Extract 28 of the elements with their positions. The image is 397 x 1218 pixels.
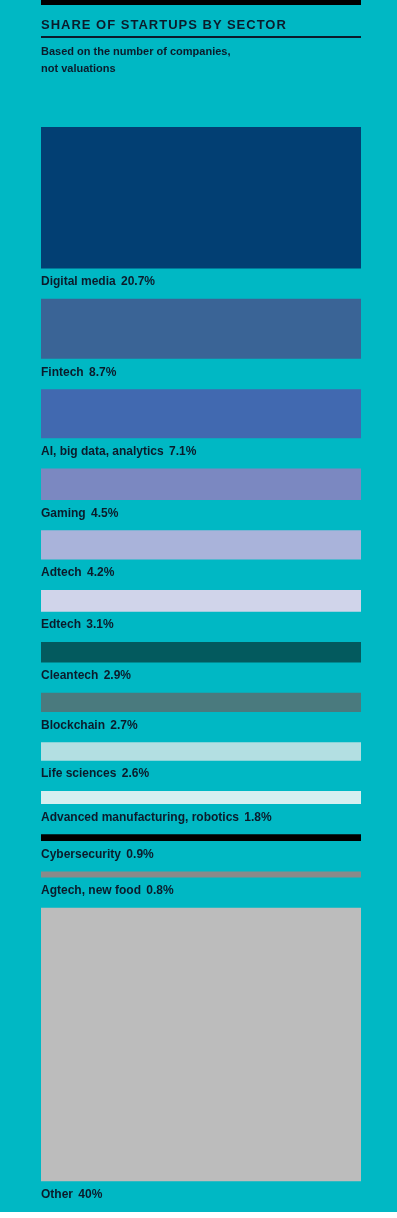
category-label: Blockchain	[41, 717, 106, 732]
category-label: Adtech	[41, 564, 82, 579]
data-label: 3.1%	[86, 616, 115, 631]
category-label: Digital media	[41, 273, 117, 288]
data-label: 0.9%	[126, 846, 155, 861]
text: Based on the number of companies, not valuations	[41, 43, 232, 76]
category-label: Cleantech	[41, 667, 99, 682]
data-label: 20.7%	[121, 273, 156, 288]
data-label: 2.9%	[103, 667, 132, 682]
category-label: Other	[41, 1186, 74, 1201]
data-label: 8.7%	[89, 364, 117, 379]
category-label: Cybersecurity	[41, 846, 122, 861]
data-label: 2.6%	[121, 765, 150, 780]
category-label: Gaming	[41, 505, 86, 520]
category-label: Fintech	[41, 364, 84, 379]
data-label: 7.1%	[169, 443, 197, 458]
category-label: Advanced manufacturing, robotics	[41, 809, 240, 824]
category-label: Life sciences	[41, 765, 117, 780]
category-label: Agtech, new food	[41, 882, 141, 897]
data-label: 1.8%	[244, 809, 273, 824]
data-label: 4.2%	[87, 564, 115, 579]
data-label: 2.7%	[110, 717, 139, 732]
data-label: 4.5%	[91, 505, 119, 520]
category-label: AI, big data, analytics	[41, 443, 165, 458]
category-label: Edtech	[41, 616, 82, 631]
text: SHARE OF STARTUPS BY SECTOR	[41, 16, 288, 34]
data-label: 40%	[78, 1186, 103, 1201]
data-label: 0.8%	[146, 882, 175, 897]
